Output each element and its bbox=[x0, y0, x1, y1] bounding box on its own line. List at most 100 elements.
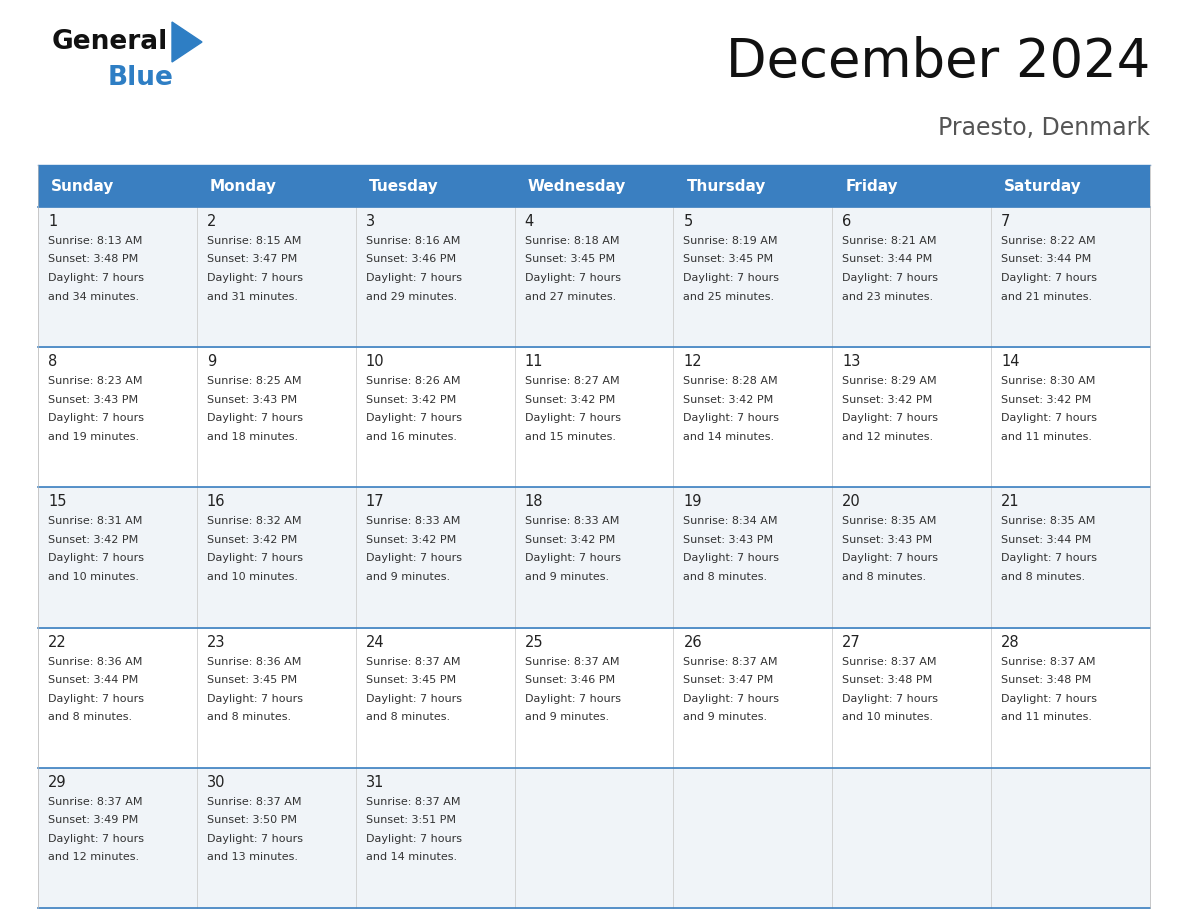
Text: and 29 minutes.: and 29 minutes. bbox=[366, 292, 457, 301]
Text: Sunset: 3:43 PM: Sunset: 3:43 PM bbox=[842, 535, 933, 545]
Text: Daylight: 7 hours: Daylight: 7 hours bbox=[525, 694, 620, 703]
Text: 17: 17 bbox=[366, 495, 385, 509]
Text: Sunset: 3:44 PM: Sunset: 3:44 PM bbox=[1001, 535, 1092, 545]
Text: and 16 minutes.: and 16 minutes. bbox=[366, 431, 456, 442]
FancyBboxPatch shape bbox=[355, 347, 514, 487]
FancyBboxPatch shape bbox=[833, 165, 991, 207]
Text: Daylight: 7 hours: Daylight: 7 hours bbox=[207, 554, 303, 564]
Text: 26: 26 bbox=[683, 634, 702, 650]
Text: Sunrise: 8:16 AM: Sunrise: 8:16 AM bbox=[366, 236, 460, 246]
Text: Daylight: 7 hours: Daylight: 7 hours bbox=[1001, 273, 1098, 283]
Text: and 10 minutes.: and 10 minutes. bbox=[207, 572, 298, 582]
Text: Sunrise: 8:19 AM: Sunrise: 8:19 AM bbox=[683, 236, 778, 246]
Text: Daylight: 7 hours: Daylight: 7 hours bbox=[842, 694, 939, 703]
Text: Sunrise: 8:22 AM: Sunrise: 8:22 AM bbox=[1001, 236, 1095, 246]
Text: 19: 19 bbox=[683, 495, 702, 509]
FancyBboxPatch shape bbox=[38, 165, 197, 207]
Text: Daylight: 7 hours: Daylight: 7 hours bbox=[48, 273, 144, 283]
FancyBboxPatch shape bbox=[674, 628, 833, 767]
Text: Sunrise: 8:37 AM: Sunrise: 8:37 AM bbox=[842, 656, 937, 666]
FancyBboxPatch shape bbox=[38, 347, 197, 487]
Text: Blue: Blue bbox=[108, 65, 173, 91]
FancyBboxPatch shape bbox=[514, 767, 674, 908]
Text: Sunrise: 8:37 AM: Sunrise: 8:37 AM bbox=[683, 656, 778, 666]
Text: Sunset: 3:42 PM: Sunset: 3:42 PM bbox=[48, 535, 138, 545]
Text: Sunset: 3:44 PM: Sunset: 3:44 PM bbox=[842, 254, 933, 264]
Text: and 8 minutes.: and 8 minutes. bbox=[48, 712, 132, 722]
Text: Sunrise: 8:15 AM: Sunrise: 8:15 AM bbox=[207, 236, 302, 246]
Text: Sunset: 3:48 PM: Sunset: 3:48 PM bbox=[842, 675, 933, 685]
Text: General: General bbox=[52, 29, 169, 55]
Text: and 14 minutes.: and 14 minutes. bbox=[366, 852, 457, 862]
FancyBboxPatch shape bbox=[38, 767, 197, 908]
Text: Praesto, Denmark: Praesto, Denmark bbox=[939, 116, 1150, 140]
FancyBboxPatch shape bbox=[197, 347, 355, 487]
Text: Daylight: 7 hours: Daylight: 7 hours bbox=[842, 554, 939, 564]
Text: Sunset: 3:42 PM: Sunset: 3:42 PM bbox=[683, 395, 773, 405]
Text: and 12 minutes.: and 12 minutes. bbox=[842, 431, 934, 442]
FancyBboxPatch shape bbox=[674, 165, 833, 207]
FancyBboxPatch shape bbox=[674, 767, 833, 908]
Text: 8: 8 bbox=[48, 354, 57, 369]
Text: Sunrise: 8:37 AM: Sunrise: 8:37 AM bbox=[525, 656, 619, 666]
FancyBboxPatch shape bbox=[833, 347, 991, 487]
FancyBboxPatch shape bbox=[197, 165, 355, 207]
Text: Daylight: 7 hours: Daylight: 7 hours bbox=[207, 834, 303, 844]
Text: 25: 25 bbox=[525, 634, 543, 650]
Text: Sunrise: 8:26 AM: Sunrise: 8:26 AM bbox=[366, 376, 460, 386]
Text: Sunrise: 8:28 AM: Sunrise: 8:28 AM bbox=[683, 376, 778, 386]
Text: Daylight: 7 hours: Daylight: 7 hours bbox=[48, 834, 144, 844]
FancyBboxPatch shape bbox=[197, 207, 355, 347]
Text: Wednesday: Wednesday bbox=[527, 178, 626, 194]
Text: 2: 2 bbox=[207, 214, 216, 229]
Text: Sunset: 3:46 PM: Sunset: 3:46 PM bbox=[366, 254, 456, 264]
Text: 31: 31 bbox=[366, 775, 384, 789]
Text: Daylight: 7 hours: Daylight: 7 hours bbox=[525, 554, 620, 564]
Text: Sunrise: 8:35 AM: Sunrise: 8:35 AM bbox=[842, 517, 936, 526]
Text: and 11 minutes.: and 11 minutes. bbox=[1001, 431, 1092, 442]
Text: Sunset: 3:45 PM: Sunset: 3:45 PM bbox=[207, 675, 297, 685]
Text: Sunset: 3:50 PM: Sunset: 3:50 PM bbox=[207, 815, 297, 825]
Text: and 12 minutes.: and 12 minutes. bbox=[48, 852, 139, 862]
Text: and 10 minutes.: and 10 minutes. bbox=[48, 572, 139, 582]
Text: 29: 29 bbox=[48, 775, 67, 789]
FancyBboxPatch shape bbox=[38, 207, 197, 347]
Text: Sunset: 3:51 PM: Sunset: 3:51 PM bbox=[366, 815, 456, 825]
Text: 18: 18 bbox=[525, 495, 543, 509]
Text: Sunset: 3:42 PM: Sunset: 3:42 PM bbox=[525, 535, 615, 545]
Text: December 2024: December 2024 bbox=[726, 36, 1150, 88]
Text: Daylight: 7 hours: Daylight: 7 hours bbox=[366, 413, 462, 423]
FancyBboxPatch shape bbox=[833, 207, 991, 347]
FancyBboxPatch shape bbox=[514, 165, 674, 207]
Text: Sunrise: 8:18 AM: Sunrise: 8:18 AM bbox=[525, 236, 619, 246]
Text: Sunrise: 8:37 AM: Sunrise: 8:37 AM bbox=[366, 656, 460, 666]
Text: Sunset: 3:48 PM: Sunset: 3:48 PM bbox=[1001, 675, 1092, 685]
Text: Daylight: 7 hours: Daylight: 7 hours bbox=[683, 554, 779, 564]
Text: Daylight: 7 hours: Daylight: 7 hours bbox=[366, 554, 462, 564]
Text: Sunrise: 8:36 AM: Sunrise: 8:36 AM bbox=[207, 656, 302, 666]
FancyBboxPatch shape bbox=[514, 207, 674, 347]
Text: Sunset: 3:47 PM: Sunset: 3:47 PM bbox=[207, 254, 297, 264]
Text: 24: 24 bbox=[366, 634, 385, 650]
Text: 6: 6 bbox=[842, 214, 852, 229]
Text: Daylight: 7 hours: Daylight: 7 hours bbox=[683, 273, 779, 283]
Text: Sunset: 3:42 PM: Sunset: 3:42 PM bbox=[207, 535, 297, 545]
FancyBboxPatch shape bbox=[355, 165, 514, 207]
Text: 13: 13 bbox=[842, 354, 860, 369]
Text: 3: 3 bbox=[366, 214, 375, 229]
Text: and 10 minutes.: and 10 minutes. bbox=[842, 712, 934, 722]
Text: Daylight: 7 hours: Daylight: 7 hours bbox=[525, 413, 620, 423]
Text: and 25 minutes.: and 25 minutes. bbox=[683, 292, 775, 301]
Text: Sunset: 3:43 PM: Sunset: 3:43 PM bbox=[207, 395, 297, 405]
Text: and 8 minutes.: and 8 minutes. bbox=[207, 712, 291, 722]
Text: Daylight: 7 hours: Daylight: 7 hours bbox=[366, 834, 462, 844]
Text: and 9 minutes.: and 9 minutes. bbox=[525, 572, 608, 582]
FancyBboxPatch shape bbox=[355, 628, 514, 767]
Text: Sunrise: 8:23 AM: Sunrise: 8:23 AM bbox=[48, 376, 143, 386]
Text: and 9 minutes.: and 9 minutes. bbox=[683, 712, 767, 722]
FancyBboxPatch shape bbox=[833, 628, 991, 767]
Text: Sunset: 3:43 PM: Sunset: 3:43 PM bbox=[683, 535, 773, 545]
Text: and 11 minutes.: and 11 minutes. bbox=[1001, 712, 1092, 722]
Text: Daylight: 7 hours: Daylight: 7 hours bbox=[48, 554, 144, 564]
Text: and 31 minutes.: and 31 minutes. bbox=[207, 292, 298, 301]
